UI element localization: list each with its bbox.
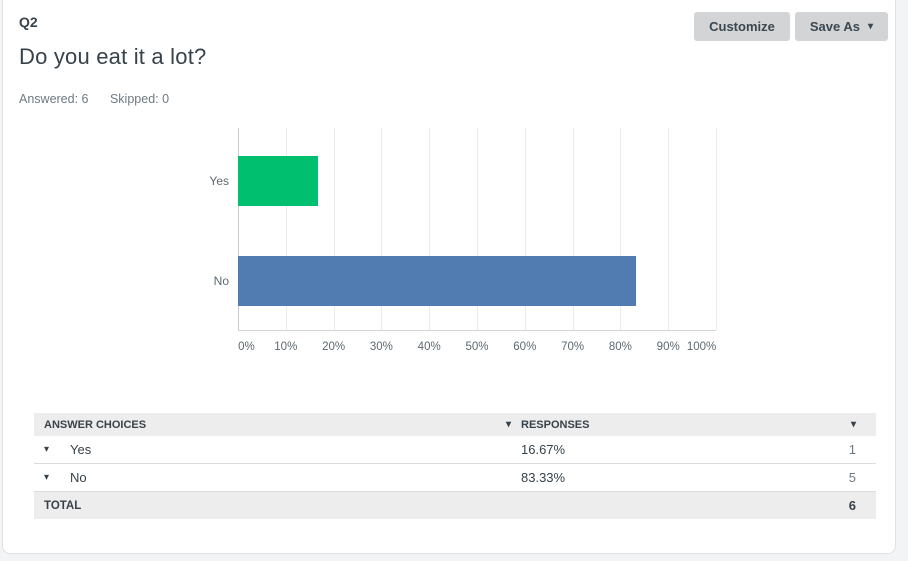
table-row-no: ▾ No 83.33% 5 bbox=[34, 464, 876, 492]
category-label-no: No bbox=[213, 274, 229, 288]
gridline bbox=[620, 128, 622, 330]
chart-x-axis-ticks: 0% 10% 20% 30% 40% 50% 60% 70% 80% 90% 100% bbox=[238, 341, 716, 357]
gridline bbox=[716, 128, 717, 330]
gridline bbox=[429, 128, 431, 330]
answer-choice-label: Yes bbox=[70, 442, 92, 457]
results-table: ANSWER CHOICES ▾ RESPONSES ▾ ▾ Yes 16.67… bbox=[34, 413, 876, 519]
toolbar: Customize Save As ▾ bbox=[694, 12, 888, 41]
bar-yes bbox=[238, 156, 318, 206]
total-count-cell: 6 bbox=[521, 498, 876, 513]
response-count: 5 bbox=[848, 470, 856, 485]
gridline bbox=[668, 128, 670, 330]
x-tick-label: 100% bbox=[686, 341, 717, 353]
responses-header: RESPONSES ▾ bbox=[521, 419, 876, 431]
customize-button-label: Customize bbox=[709, 19, 775, 34]
gridline bbox=[285, 128, 287, 330]
x-tick-label: 0% bbox=[238, 341, 255, 353]
category-label-yes: Yes bbox=[209, 174, 229, 188]
response-stats: Answered: 6 Skipped: 0 bbox=[19, 92, 187, 106]
skipped-count: Skipped: 0 bbox=[109, 92, 170, 106]
x-tick-label: 10% bbox=[274, 341, 298, 353]
gridline bbox=[524, 128, 526, 330]
responses-sort-caret-icon[interactable]: ▾ bbox=[850, 418, 856, 430]
bar-no bbox=[238, 256, 637, 306]
answer-choices-sort-caret-icon[interactable]: ▾ bbox=[505, 418, 511, 430]
answer-choice-label: No bbox=[70, 470, 87, 485]
response-count: 1 bbox=[848, 442, 856, 457]
save-as-button[interactable]: Save As ▾ bbox=[794, 12, 888, 41]
save-as-button-label: Save As bbox=[809, 19, 860, 34]
answer-choices-header: ANSWER CHOICES ▾ bbox=[34, 419, 521, 431]
table-row-yes: ▾ Yes 16.67% 1 bbox=[34, 436, 876, 464]
x-tick-label: 60% bbox=[513, 341, 537, 353]
gridline bbox=[477, 128, 478, 330]
responses-cell: 16.67% 1 bbox=[521, 442, 876, 457]
gridline bbox=[572, 128, 574, 330]
x-tick-label: 50% bbox=[465, 341, 489, 353]
table-total-row: TOTAL 6 bbox=[34, 492, 876, 519]
customize-button[interactable]: Customize bbox=[694, 12, 790, 41]
x-tick-label: 70% bbox=[561, 341, 585, 353]
choice-cell: ▾ No bbox=[34, 470, 521, 485]
gridline bbox=[381, 128, 383, 330]
row-expand-caret-icon[interactable]: ▾ bbox=[44, 471, 50, 483]
responses-cell: 83.33% 5 bbox=[521, 470, 876, 485]
row-expand-caret-icon[interactable]: ▾ bbox=[44, 443, 50, 455]
y-axis-line bbox=[238, 128, 239, 330]
answered-count: Answered: 6 bbox=[19, 92, 89, 106]
x-tick-label: 20% bbox=[322, 341, 346, 353]
question-results-card: Q2 Customize Save As ▾ Do you eat it a l… bbox=[2, 0, 896, 554]
total-label: TOTAL bbox=[44, 499, 82, 512]
answer-choices-header-label: ANSWER CHOICES bbox=[44, 418, 147, 431]
x-tick-label: 90% bbox=[656, 341, 680, 353]
total-label-cell: TOTAL bbox=[34, 500, 521, 512]
chevron-down-icon: ▾ bbox=[867, 20, 873, 32]
question-number: Q2 bbox=[19, 14, 38, 30]
x-tick-label: 30% bbox=[369, 341, 393, 353]
response-percent: 83.33% bbox=[521, 470, 566, 485]
gridline bbox=[333, 128, 335, 330]
x-tick-label: 40% bbox=[417, 341, 441, 353]
responses-header-label: RESPONSES bbox=[521, 418, 590, 431]
page-title: Do you eat it a lot? bbox=[19, 44, 207, 69]
total-count: 6 bbox=[848, 498, 856, 513]
bar-chart-plot-area: Yes No bbox=[209, 128, 717, 331]
x-tick-label: 80% bbox=[608, 341, 632, 353]
response-percent: 16.67% bbox=[521, 442, 566, 457]
choice-cell: ▾ Yes bbox=[34, 442, 521, 457]
table-header-row: ANSWER CHOICES ▾ RESPONSES ▾ bbox=[34, 413, 876, 436]
